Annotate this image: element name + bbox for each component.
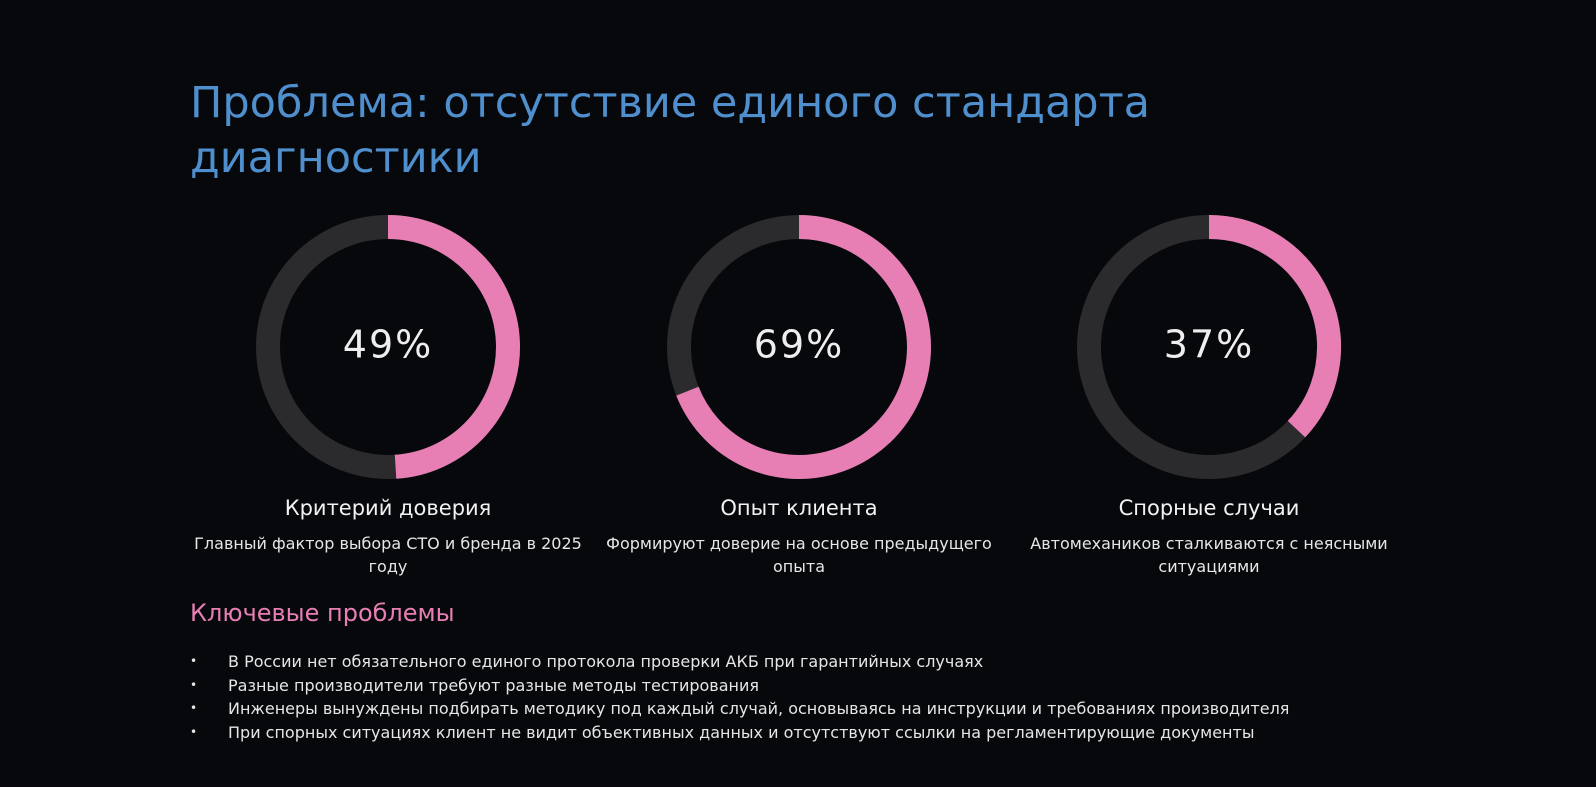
donut-title: Критерий доверия	[284, 496, 492, 520]
donut-arc	[387, 215, 520, 479]
donut-value-label: 49%	[343, 323, 433, 367]
donut-title: Опыт клиента	[720, 496, 878, 520]
section-title: Ключевые проблемы	[190, 599, 455, 627]
donut-value-label: 37%	[1164, 323, 1254, 367]
slide-title: Проблема: отсутствие единого стандарта д…	[190, 78, 1150, 183]
donut-title: Спорные случаи	[1118, 496, 1300, 520]
donut-arc	[1208, 215, 1341, 438]
donut-subtitle: Главный фактор выбора СТО и бренда в 202…	[194, 534, 582, 576]
donut-value-label: 69%	[754, 323, 844, 367]
bullet-item: При спорных ситуациях клиент не видит об…	[190, 721, 1289, 745]
donut-subtitle: Формируют доверие на основе предыдущего …	[606, 534, 992, 576]
bullet-item: Разные производители требуют разные мето…	[190, 674, 1289, 698]
bullet-item: В России нет обязательного единого прото…	[190, 650, 1289, 674]
bullet-list: В России нет обязательного единого прото…	[190, 650, 1289, 744]
bullet-item: Инженеры вынуждены подбирать методику по…	[190, 697, 1289, 721]
donut-subtitle: Автомехаников сталкиваются с неясными си…	[1030, 534, 1388, 576]
donut-arc	[676, 215, 931, 479]
